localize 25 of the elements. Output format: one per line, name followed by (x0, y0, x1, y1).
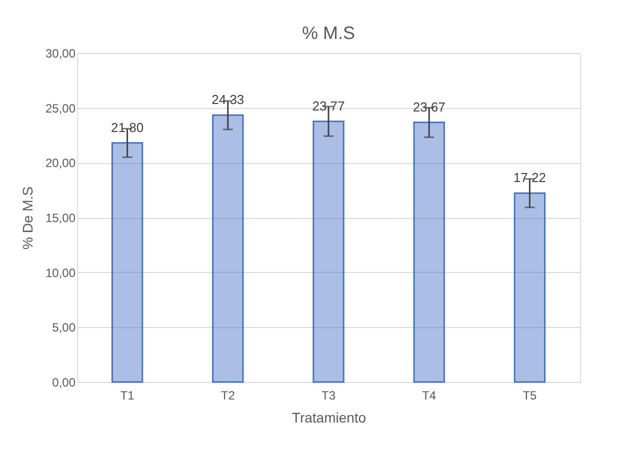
y-tick-label: 25,00 (45, 101, 76, 116)
data-label: 17,22 (513, 170, 546, 186)
bar (312, 120, 344, 383)
bar (514, 192, 546, 383)
y-tick-label: 5,00 (52, 320, 76, 335)
x-axis-title: Tratamiento (292, 410, 366, 426)
x-tick-label: T3 (321, 388, 336, 402)
data-label: 24,33 (212, 92, 244, 108)
x-tick-label: T2 (220, 388, 236, 402)
data-label: 21,80 (111, 120, 144, 135)
y-tick-label: 15,00 (45, 211, 76, 225)
y-tick-label: 10,00 (45, 266, 76, 280)
x-tick-label: T5 (522, 388, 538, 402)
x-tick-label: T1 (120, 388, 135, 402)
x-tick-label: T4 (422, 388, 436, 402)
chart-title: % M.S (302, 23, 356, 43)
bar (413, 122, 445, 383)
bar (111, 142, 144, 383)
y-tick-label: 30,00 (45, 46, 76, 60)
bar (212, 114, 244, 383)
y-tick-label: 0,00 (52, 376, 76, 390)
y-tick-label: 20,00 (45, 156, 76, 170)
data-label: 23,77 (312, 98, 345, 114)
y-axis-title: % De M.S (19, 186, 36, 250)
data-label: 23,67 (412, 99, 446, 114)
